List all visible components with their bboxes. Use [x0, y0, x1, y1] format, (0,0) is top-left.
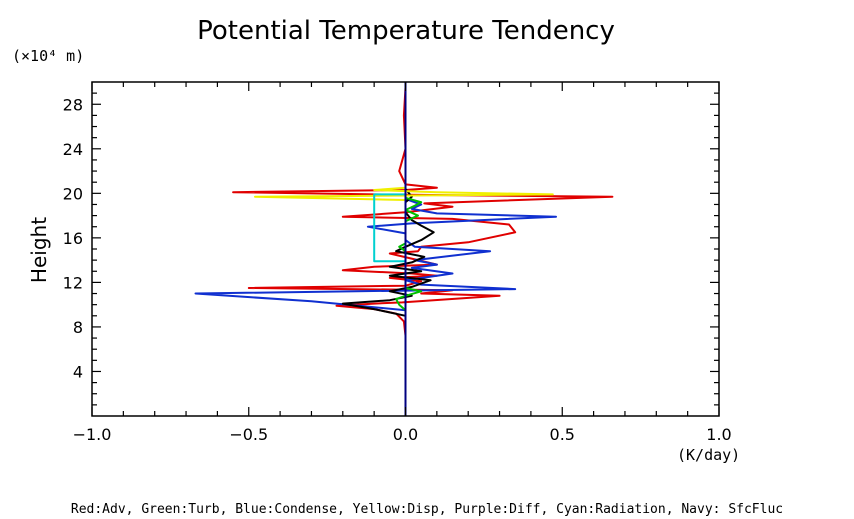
y-tick-label: 28	[63, 95, 83, 114]
series-line-3	[395, 182, 423, 311]
x-tick-label: 1.0	[706, 425, 731, 444]
tick-layer: −1.0 −0.5 0.0 0.5 1.0 4 8 12 16 20 24 28	[63, 82, 732, 444]
x-tick-label: 0.5	[550, 425, 575, 444]
y-axis-label: Height	[27, 217, 51, 283]
y-tick-label: 20	[63, 184, 83, 203]
x-tick-label: −1.0	[73, 425, 112, 444]
series-line-0	[232, 87, 614, 336]
y-unit-label: (×10⁴ m)	[12, 47, 84, 65]
x-tick-label: −0.5	[229, 425, 268, 444]
x-axis-label: (K/day)	[677, 446, 740, 464]
series-line-4	[254, 186, 554, 201]
y-tick-label: 24	[63, 140, 83, 159]
legend-text: Red:Adv, Green:Turb, Blue:Condense, Yell…	[71, 502, 783, 517]
y-tick-label: 8	[73, 318, 83, 337]
x-tick-label: 0.0	[393, 425, 418, 444]
chart-title: Potential Temperature Tendency	[197, 16, 615, 46]
series-line-5	[373, 193, 406, 263]
series-layer	[194, 82, 614, 416]
y-tick-label: 12	[63, 273, 83, 292]
y-tick-label: 16	[63, 229, 83, 248]
series-line-1	[194, 82, 557, 312]
y-tick-label: 4	[73, 362, 83, 381]
